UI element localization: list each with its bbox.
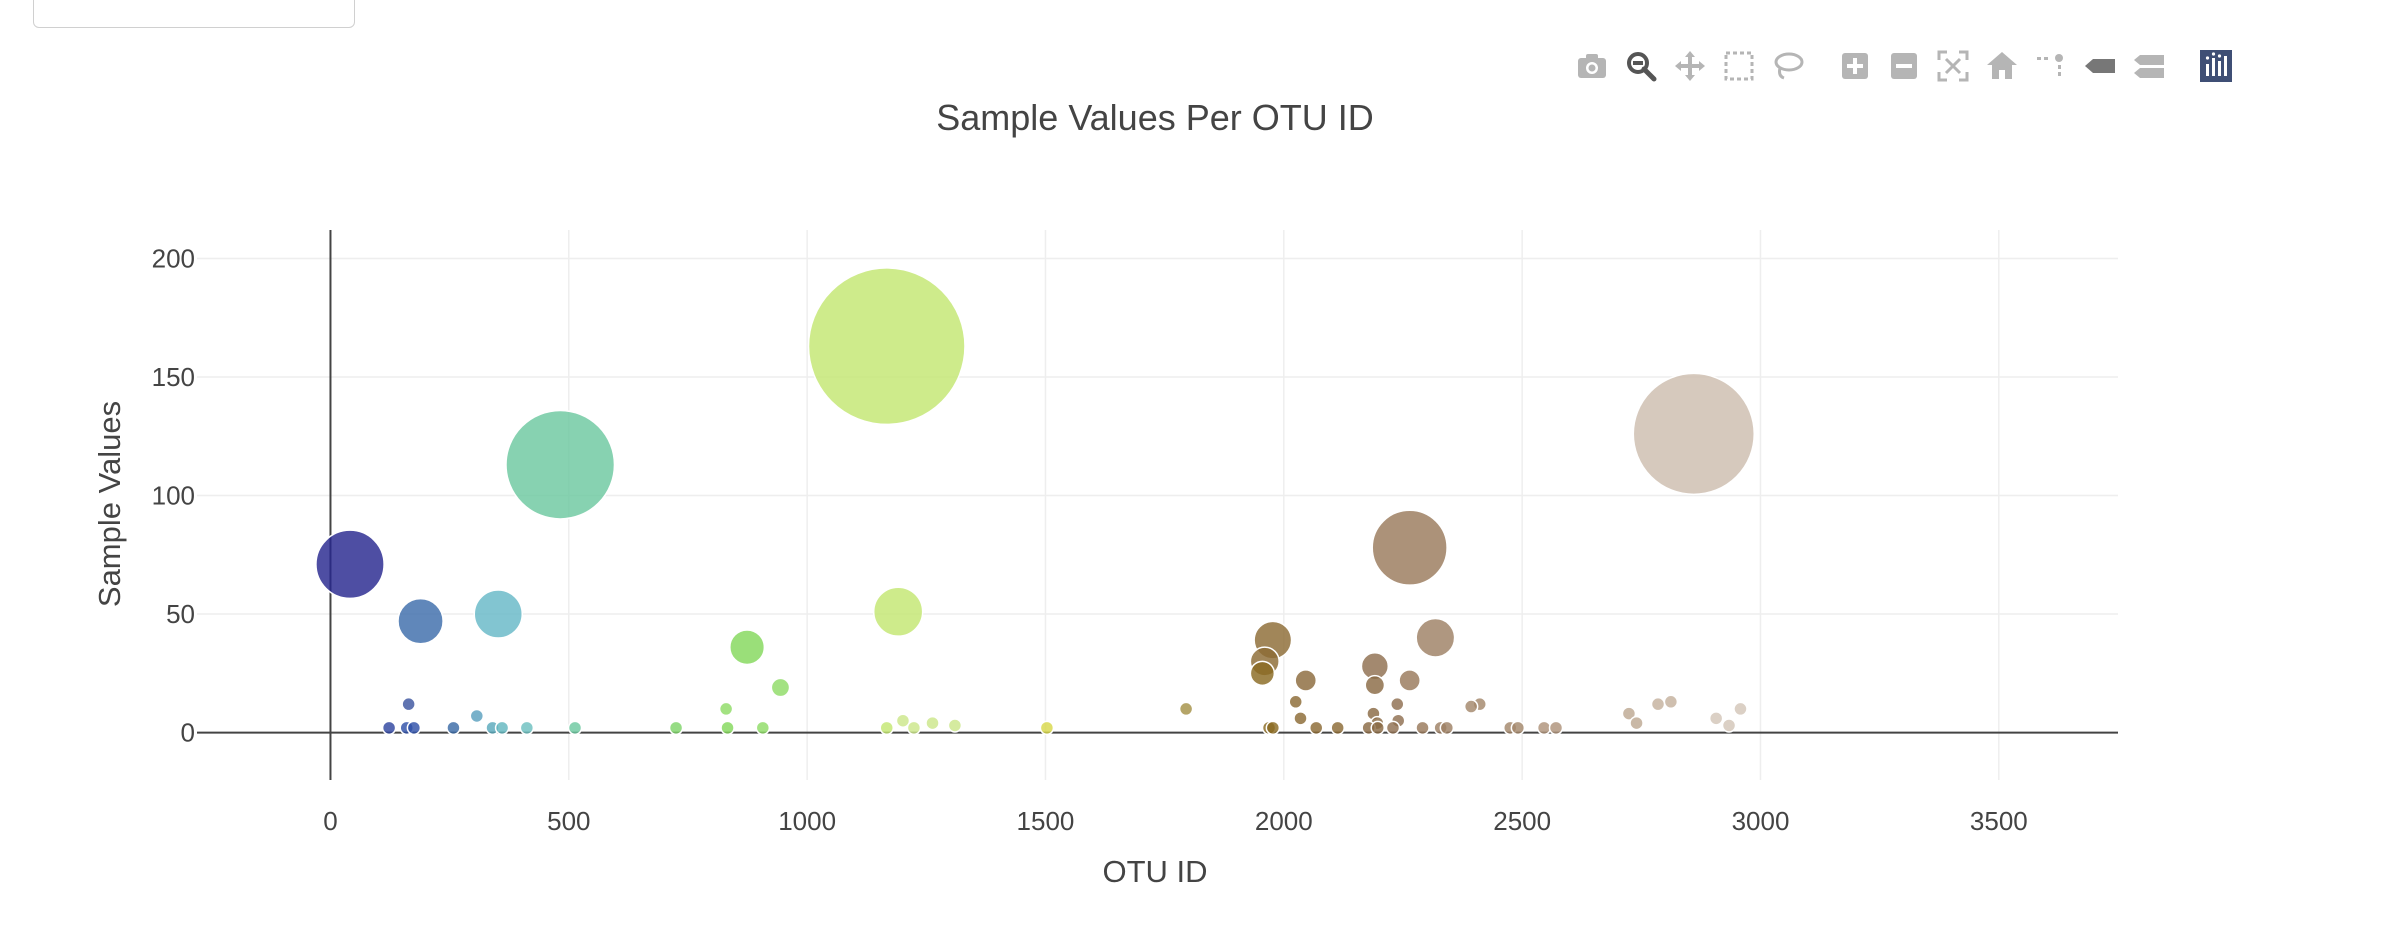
bubble-point[interactable] — [397, 597, 444, 645]
y-tick-label: 150 — [152, 362, 195, 392]
y-tick-labels: 0 50 100 150 200 — [152, 243, 195, 747]
bubble-point[interactable] — [1294, 669, 1318, 692]
bubble-point[interactable] — [1293, 711, 1308, 726]
bubble-point[interactable] — [1385, 720, 1401, 736]
bubble-point[interactable] — [1629, 715, 1644, 731]
bubble-point[interactable] — [1390, 696, 1405, 712]
bubble-point[interactable] — [446, 720, 461, 736]
pan-icon[interactable] — [1668, 44, 1712, 88]
bubble-point[interactable] — [1039, 720, 1055, 736]
bubble-point[interactable] — [505, 409, 616, 520]
bubbles-layer — [315, 267, 1755, 736]
bubble-point[interactable] — [406, 720, 422, 736]
bubble-point[interactable] — [1632, 372, 1755, 496]
plotly-logo-icon[interactable] — [2194, 44, 2238, 88]
bubble-point[interactable] — [1288, 694, 1303, 710]
camera-icon[interactable] — [1570, 44, 1614, 88]
bubble-point[interactable] — [1249, 660, 1276, 687]
y-tick-label: 0 — [181, 718, 195, 748]
y-tick-label: 50 — [166, 599, 195, 629]
bubble-point[interactable] — [1364, 674, 1386, 696]
bubble-point[interactable] — [469, 708, 485, 724]
x-tick-label: 1500 — [1017, 806, 1075, 836]
x-tick-label: 500 — [547, 806, 590, 836]
bubble-point[interactable] — [947, 718, 963, 733]
bubble-point[interactable] — [519, 720, 535, 736]
bubble-point[interactable] — [1721, 718, 1737, 733]
x-tick-label: 3500 — [1970, 806, 2028, 836]
bubble-point[interactable] — [1330, 720, 1345, 736]
bubble-point[interactable] — [567, 720, 583, 736]
grid-lines — [197, 230, 2118, 780]
bubble-point[interactable] — [1370, 720, 1385, 736]
bubble-point[interactable] — [1398, 669, 1421, 692]
bubble-point[interactable] — [872, 586, 924, 637]
bubble-point[interactable] — [1663, 694, 1679, 710]
bubble-point[interactable] — [668, 720, 684, 736]
y-axis-title: Sample Values — [92, 401, 127, 607]
bubble-point[interactable] — [729, 629, 766, 666]
hover-closest-icon[interactable] — [2078, 44, 2122, 88]
bubble-point[interactable] — [1463, 699, 1479, 714]
x-tick-label: 2500 — [1493, 806, 1551, 836]
bubble-point[interactable] — [1650, 696, 1666, 712]
modebar — [1570, 44, 2243, 88]
bubble-point[interactable] — [1548, 720, 1564, 736]
zoom-in-icon[interactable] — [1833, 44, 1877, 88]
y-tick-label: 100 — [152, 481, 195, 511]
x-tick-label: 3000 — [1732, 806, 1790, 836]
zero-lines — [197, 230, 2118, 780]
bubble-point[interactable] — [315, 529, 385, 600]
x-tick-label: 1000 — [778, 806, 836, 836]
spike-lines-icon[interactable] — [2029, 44, 2073, 88]
bubble-point[interactable] — [1733, 701, 1748, 717]
y-tick-label: 200 — [152, 243, 195, 273]
bubble-point[interactable] — [1415, 617, 1456, 658]
box-select-icon[interactable] — [1717, 44, 1761, 88]
bubble-point[interactable] — [1621, 706, 1637, 721]
bubble-point[interactable] — [1415, 720, 1430, 736]
bubble-point[interactable] — [807, 267, 966, 426]
bubble-point[interactable] — [1708, 711, 1724, 726]
autoscale-icon[interactable] — [1931, 44, 1975, 88]
bubble-point[interactable] — [381, 720, 397, 736]
zoom-icon[interactable] — [1619, 44, 1663, 88]
chart-title: Sample Values Per OTU ID — [936, 97, 1373, 138]
bubble-point[interactable] — [473, 589, 524, 639]
x-tick-label: 2000 — [1255, 806, 1313, 836]
bubble-point[interactable] — [925, 715, 940, 731]
sample-select-dropdown[interactable] — [33, 0, 355, 28]
x-tick-label: 0 — [323, 806, 337, 836]
bubble-point[interactable] — [1536, 720, 1552, 736]
hover-compare-icon[interactable] — [2127, 44, 2171, 88]
bubble-point[interactable] — [720, 720, 735, 736]
bubble-point[interactable] — [1178, 701, 1194, 717]
bubble-point[interactable] — [906, 720, 922, 736]
bubble-point[interactable] — [1439, 720, 1455, 736]
bubble-point[interactable] — [1308, 720, 1324, 736]
x-tick-labels: 0 500 1000 1500 2000 2500 3000 3500 — [323, 806, 2028, 836]
bubble-point[interactable] — [718, 701, 734, 717]
bubble-point[interactable] — [770, 677, 791, 698]
bubble-point[interactable] — [1371, 509, 1448, 586]
bubble-point[interactable] — [401, 696, 416, 712]
lasso-icon[interactable] — [1766, 44, 1810, 88]
bubble-point[interactable] — [1510, 720, 1526, 736]
bubble-point[interactable] — [1265, 720, 1281, 736]
reset-axes-icon[interactable] — [1980, 44, 2024, 88]
bubble-point[interactable] — [494, 720, 510, 736]
bubble-point[interactable] — [755, 720, 771, 736]
zoom-out-icon[interactable] — [1882, 44, 1926, 88]
bubble-point[interactable] — [879, 720, 894, 736]
bubble-point[interactable] — [895, 713, 911, 728]
x-axis-title: OTU ID — [1102, 854, 1207, 889]
